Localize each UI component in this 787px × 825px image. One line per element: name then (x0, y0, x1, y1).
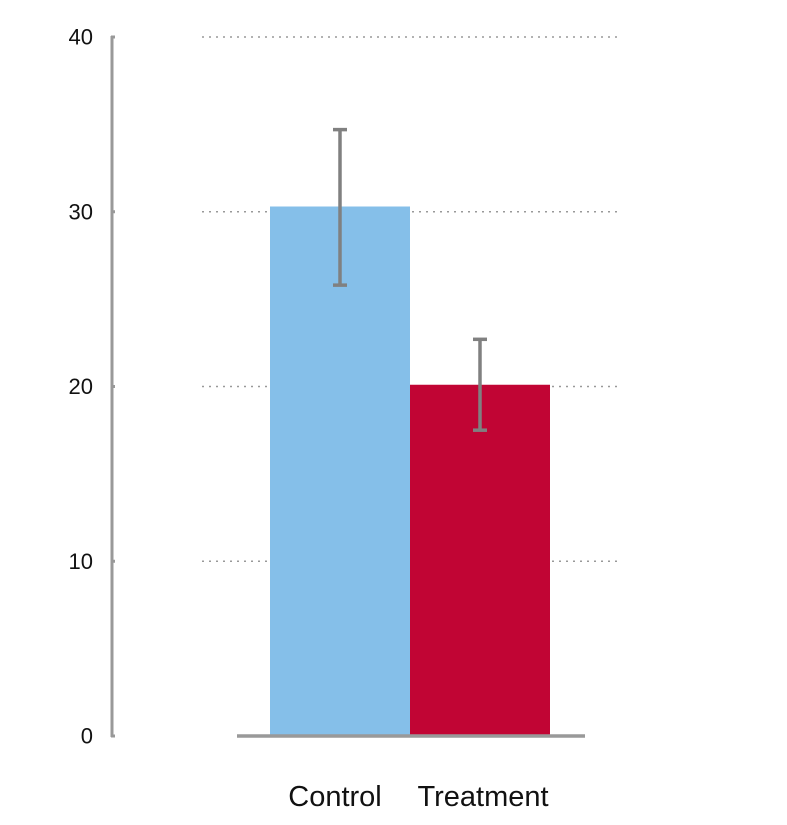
bar-treatment (410, 384, 550, 736)
y-tick-label: 10 (69, 549, 93, 574)
error-bar (473, 337, 487, 432)
bar-control (270, 206, 410, 736)
error-bars (333, 127, 487, 432)
x-tick-label-treatment: Treatment (417, 781, 548, 813)
y-ticks: 0 10 20 30 40 (69, 25, 115, 749)
y-tick-label: 30 (69, 199, 93, 224)
y-tick-label: 20 (69, 374, 93, 399)
y-tick-label: 40 (69, 25, 93, 50)
x-tick-label-control: Control (288, 781, 382, 813)
error-bar (333, 127, 347, 287)
x-tick-labels: Control Treatment (288, 781, 548, 813)
bars (270, 206, 550, 736)
y-tick-label: 0 (81, 724, 93, 749)
